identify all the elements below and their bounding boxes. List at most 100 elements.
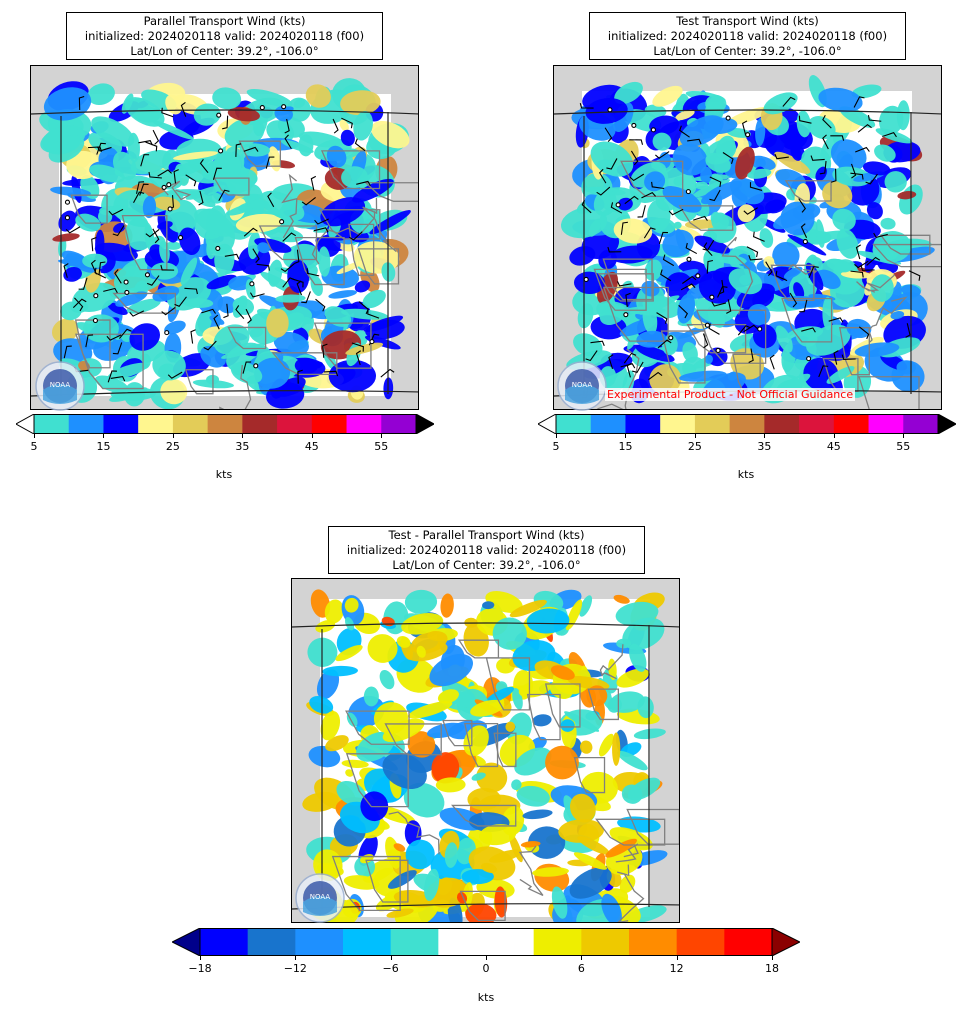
county-lines [70, 140, 418, 409]
wind-barb [682, 275, 697, 284]
colorbar-tick-mark [764, 434, 766, 438]
speed-patch [194, 208, 235, 237]
wind-barb [748, 348, 754, 364]
wind-barb [201, 308, 216, 314]
speed-patch [345, 769, 354, 777]
speed-patch [518, 680, 552, 698]
speed-patch [617, 750, 648, 771]
county-boundary [362, 197, 397, 253]
speed-patch [320, 711, 341, 741]
wind-barb [301, 197, 316, 206]
wind-barb [252, 248, 260, 263]
speed-patch [63, 266, 82, 282]
speed-patch [367, 634, 398, 663]
colorbar-tick-mark [242, 434, 244, 438]
wind-barb [235, 143, 242, 157]
colorbar-tick-label: 6 [577, 962, 585, 975]
colorbar-swatch [799, 414, 835, 434]
speed-patch [772, 241, 800, 270]
wind-barb [782, 96, 796, 107]
colorbar-swatch [34, 414, 70, 434]
county-boundary [219, 364, 252, 409]
speed-patch [884, 171, 907, 193]
wind-barb [808, 266, 819, 278]
speed-patch [714, 254, 747, 265]
speed-patch [684, 219, 720, 229]
wind-barb [223, 303, 229, 319]
speed-patch [862, 161, 891, 176]
speed-patch [614, 81, 643, 105]
calm-wind-circle [685, 189, 691, 195]
speed-patch [165, 241, 182, 250]
speed-patch [344, 597, 359, 613]
speed-patch [305, 84, 331, 108]
speed-patch [565, 599, 583, 631]
county-boundary [573, 756, 606, 794]
wind-barb [579, 103, 594, 109]
county-boundary [294, 237, 345, 286]
speed-patch [755, 157, 766, 169]
speed-patch [635, 345, 675, 362]
speed-patch [598, 733, 614, 757]
wind-barb [637, 205, 646, 218]
colorbar-tick-label: 15 [618, 440, 633, 453]
wind-barb [78, 277, 88, 290]
colorbar-over-arrow [937, 413, 958, 435]
wind-barb [581, 200, 592, 214]
wind-barb [810, 155, 825, 161]
wind-barb [651, 181, 665, 190]
wind-barb [908, 270, 921, 281]
speed-patch [94, 242, 138, 262]
test-map [553, 65, 942, 410]
speed-patch [716, 135, 736, 161]
speed-patch [235, 213, 282, 233]
wind-barb [173, 169, 179, 184]
county-lines [331, 639, 679, 922]
wind-barb [243, 146, 259, 152]
speed-patch [763, 92, 798, 115]
speed-patch [206, 274, 237, 290]
speed-patch [679, 115, 724, 147]
wind-barb [833, 350, 839, 365]
speed-patch [522, 809, 553, 820]
wind-barb [680, 283, 696, 291]
speed-patch [726, 106, 771, 126]
county-boundary [597, 273, 654, 302]
wind-barb [198, 190, 204, 206]
speed-patch [364, 335, 401, 350]
speed-patch [206, 239, 216, 260]
wind-barb [822, 134, 829, 150]
parallel-title: Parallel Transport Wind (kts) [143, 14, 306, 28]
speed-patch [407, 701, 453, 719]
speed-patch [313, 849, 343, 881]
speed-patch [710, 211, 721, 224]
wind-barb [718, 279, 725, 295]
wind-barb [242, 361, 252, 374]
wind-barb [648, 371, 663, 381]
diff-title-box: Test - Parallel Transport Wind (kts) ini… [328, 526, 645, 574]
speed-patch [343, 875, 380, 890]
speed-patch [579, 595, 593, 617]
colorbar-swatch [438, 928, 487, 956]
wind-barb [830, 168, 837, 183]
wind-barb [822, 115, 832, 129]
county-boundary [345, 710, 410, 745]
speed-patch [335, 645, 363, 662]
wind-barb [267, 192, 275, 208]
wind-barb [590, 340, 605, 347]
speed-patch [396, 636, 411, 648]
calm-wind-circle [123, 279, 129, 285]
wind-barb [748, 255, 763, 261]
colorbar-swatch [200, 928, 249, 956]
speed-patch [796, 110, 811, 138]
speed-patch [880, 217, 896, 230]
wind-barb [114, 269, 122, 284]
speed-patch [815, 219, 825, 248]
wind-barb [855, 146, 870, 153]
colorbar-tick-mark [903, 434, 905, 438]
speed-patch [636, 330, 667, 348]
colorbar-tick-mark [200, 956, 201, 960]
wind-barb [841, 354, 856, 360]
wind-barb [799, 299, 808, 313]
calm-wind-circle [802, 239, 808, 245]
